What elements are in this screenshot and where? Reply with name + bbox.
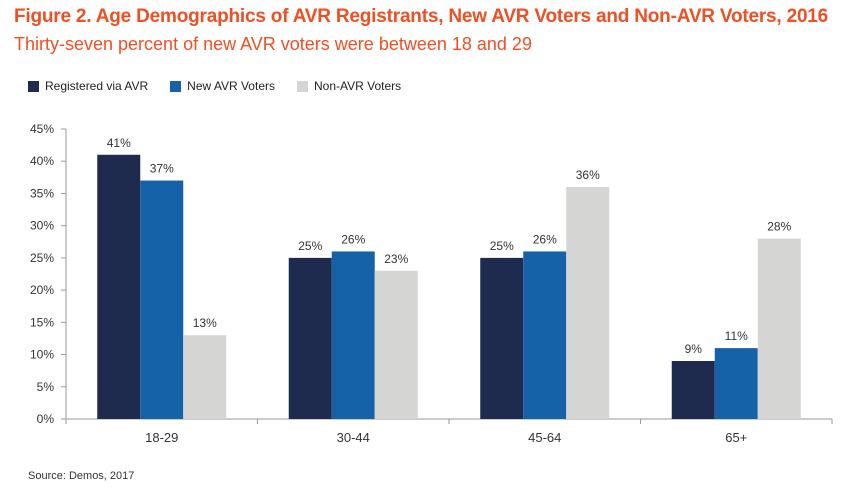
legend-label: Non-AVR Voters — [314, 79, 402, 93]
data-label: 11% — [725, 329, 748, 343]
y-tick-label: 15% — [30, 315, 54, 329]
bar — [714, 348, 758, 419]
data-label: 26% — [341, 232, 365, 246]
bar — [566, 187, 610, 419]
legend-label: New AVR Voters — [187, 79, 275, 93]
bar — [183, 335, 227, 419]
bar — [140, 180, 184, 419]
y-tick-label: 35% — [30, 186, 54, 200]
legend-swatch — [170, 80, 182, 92]
bar — [97, 154, 141, 419]
data-label: 13% — [193, 316, 217, 330]
bar — [523, 251, 567, 419]
y-tick-label: 45% — [30, 122, 54, 136]
y-tick-label: 0% — [37, 412, 55, 426]
data-label: 23% — [384, 252, 408, 266]
legend-item-new-avr-voters: New AVR Voters — [170, 79, 275, 93]
data-label: 9% — [685, 342, 703, 356]
bar — [671, 361, 715, 419]
y-tick-label: 5% — [37, 380, 55, 394]
data-label: 36% — [576, 168, 600, 182]
y-tick-label: 40% — [30, 154, 54, 168]
legend-item-registered-via-avr: Registered via AVR — [28, 79, 148, 93]
y-tick-label: 10% — [30, 348, 54, 362]
legend-swatch — [28, 80, 39, 92]
bar — [288, 257, 332, 419]
data-label: 41% — [107, 136, 131, 150]
data-label: 25% — [490, 239, 514, 253]
legend-swatch — [297, 80, 308, 92]
legend: Registered via AVR New AVR Voters Non-AV… — [28, 79, 423, 93]
legend-item-non-avr-voters: Non-AVR Voters — [297, 79, 401, 93]
x-tick-label: 45-64 — [528, 430, 561, 445]
data-label: 26% — [533, 232, 557, 246]
x-tick-label: 30-44 — [337, 430, 370, 445]
legend-label: Registered via AVR — [45, 79, 149, 93]
bar — [757, 238, 801, 419]
y-tick-label: 25% — [30, 251, 54, 265]
data-label: 28% — [767, 220, 791, 234]
source-note: Source: Demos, 2017 — [28, 470, 135, 482]
y-tick-label: 20% — [30, 283, 54, 297]
chart-subtitle: Thirty-seven percent of new AVR voters w… — [14, 34, 532, 54]
bar — [374, 270, 418, 419]
bar — [331, 251, 375, 419]
data-label: 37% — [150, 162, 174, 176]
bar — [480, 257, 524, 419]
data-label: 25% — [298, 239, 322, 253]
x-tick-label: 65+ — [725, 430, 747, 445]
chart-title: Figure 2. Age Demographics of AVR Regist… — [14, 6, 829, 27]
x-tick-label: 18-29 — [145, 430, 178, 445]
y-tick-label: 30% — [30, 219, 54, 233]
